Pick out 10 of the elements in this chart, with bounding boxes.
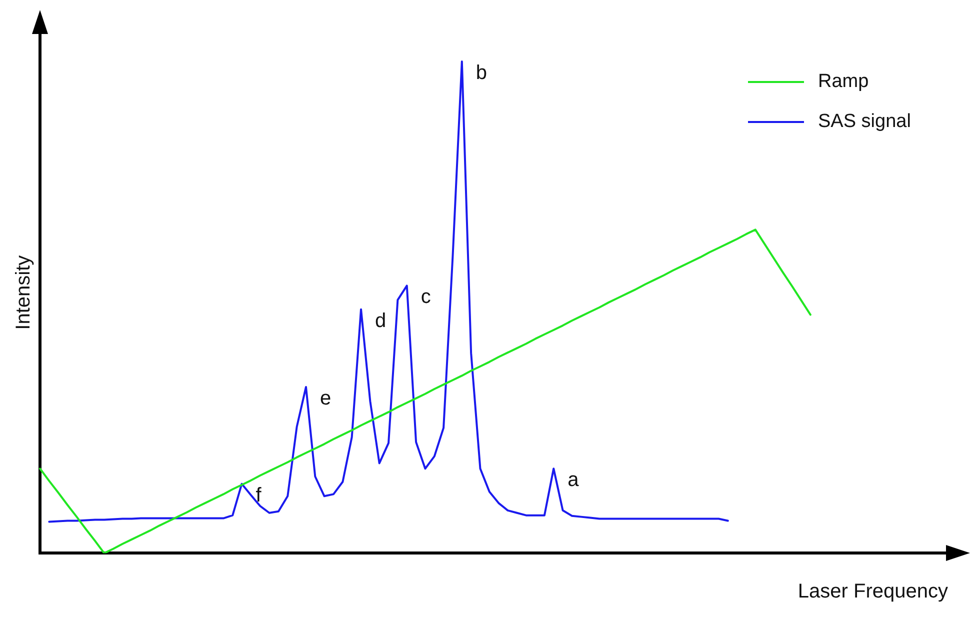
annotation: d: [375, 310, 386, 332]
annotation: a: [568, 469, 580, 492]
y-axis-title: Intensity: [12, 255, 35, 330]
annotation: b: [476, 62, 488, 84]
annotation: e: [320, 388, 332, 410]
annotation: c: [420, 286, 431, 308]
annotation: f: [256, 484, 262, 506]
legend-label: Ramp: [818, 71, 869, 92]
x-axis-title: Laser Frequency: [798, 580, 948, 603]
legend-label: SAS signal: [818, 111, 911, 132]
